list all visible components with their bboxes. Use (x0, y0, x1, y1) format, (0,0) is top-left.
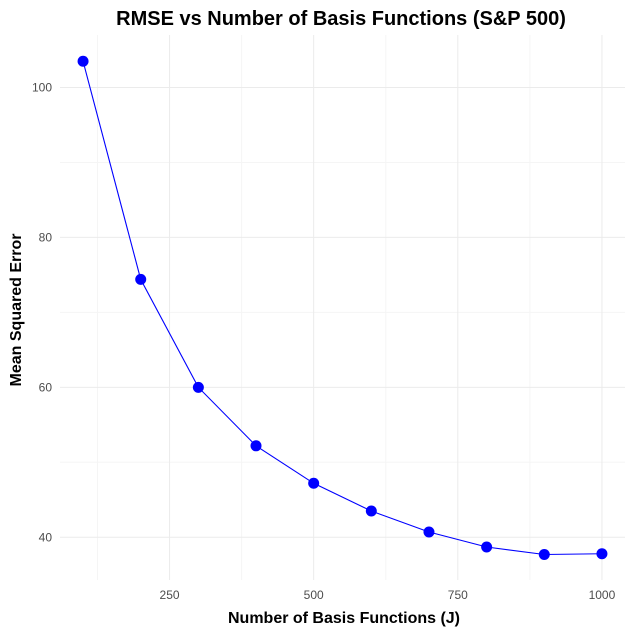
x-tick-label: 500 (304, 588, 324, 602)
y-tick-label: 40 (39, 530, 53, 544)
data-point (135, 273, 147, 285)
tick-labels: 250 500 750 1000 40 60 80 100 (32, 80, 616, 602)
data-point (481, 541, 493, 553)
series-layer (77, 55, 608, 561)
y-tick-label: 100 (32, 80, 52, 94)
chart-title: RMSE vs Number of Basis Functions (S&P 5… (116, 8, 566, 30)
series-line (82, 61, 602, 556)
grid (60, 35, 625, 580)
data-point (192, 381, 204, 393)
data-point (596, 548, 608, 560)
data-point (77, 55, 89, 67)
y-axis-title: Mean Squared Error (8, 234, 25, 387)
x-tick-label: 750 (448, 588, 468, 602)
data-point (365, 505, 377, 517)
y-tick-label: 80 (39, 230, 53, 244)
data-point (250, 440, 262, 452)
x-tick-label: 1000 (589, 588, 616, 602)
data-point (423, 526, 435, 538)
data-point (538, 549, 550, 561)
x-tick-label: 250 (160, 588, 180, 602)
data-point (308, 477, 320, 489)
y-tick-label: 60 (39, 380, 53, 394)
x-axis-title: Number of Basis Functions (J) (228, 610, 460, 627)
